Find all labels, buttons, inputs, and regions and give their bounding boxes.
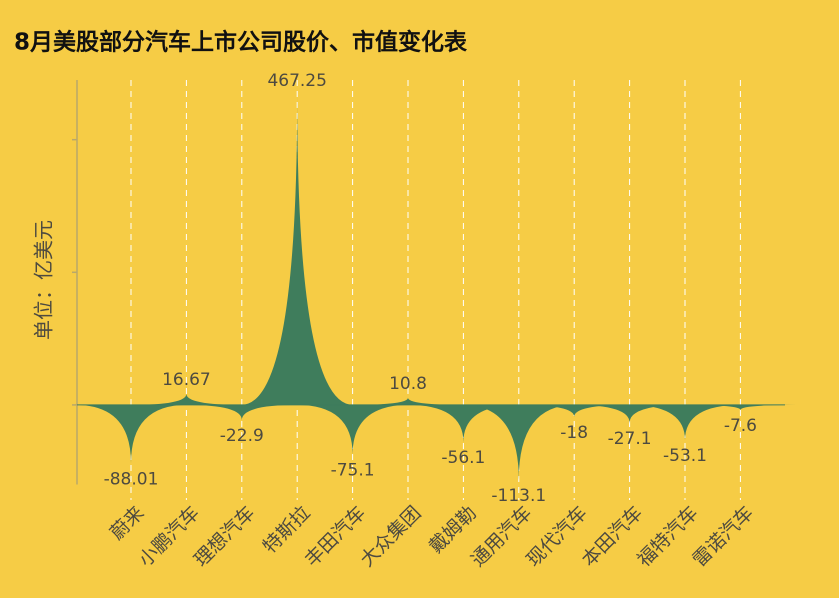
value-label: -18: [560, 423, 588, 443]
spike: [75, 404, 187, 464]
spike: [629, 404, 741, 441]
value-label: -113.1: [491, 486, 546, 506]
value-label: -56.1: [441, 448, 485, 468]
spike: [407, 404, 520, 443]
value-label: -7.6: [724, 416, 757, 436]
spike: [352, 397, 464, 405]
spike: [241, 95, 354, 405]
spike: [573, 404, 686, 423]
value-label: -53.1: [663, 446, 707, 466]
y-axis-label: 单位：亿美元: [32, 220, 56, 340]
spike: [462, 404, 575, 480]
value-label: 10.8: [389, 374, 427, 394]
value-label: 467.25: [267, 71, 326, 91]
spike: [130, 393, 243, 405]
chart-title: 8月美股部分汽车上市公司股价、市值变化表: [14, 29, 468, 56]
value-label: 16.67: [162, 370, 211, 390]
spike: [296, 404, 409, 455]
spike: [185, 404, 298, 421]
value-label: -75.1: [331, 461, 375, 481]
spike: [518, 404, 631, 417]
spike: [684, 404, 797, 410]
value-label: -22.9: [220, 426, 264, 446]
value-label: -88.01: [104, 469, 159, 489]
value-label: -27.1: [608, 429, 652, 449]
